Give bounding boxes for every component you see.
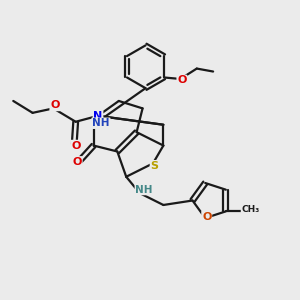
- Text: N: N: [93, 111, 103, 121]
- Text: CH₃: CH₃: [242, 206, 260, 214]
- Text: S: S: [151, 161, 158, 171]
- Text: NH: NH: [92, 118, 110, 128]
- Text: O: O: [50, 100, 60, 110]
- Text: O: O: [177, 76, 187, 85]
- Text: O: O: [71, 140, 80, 151]
- Text: NH: NH: [135, 184, 153, 194]
- Text: O: O: [73, 157, 82, 167]
- Text: O: O: [202, 212, 211, 222]
